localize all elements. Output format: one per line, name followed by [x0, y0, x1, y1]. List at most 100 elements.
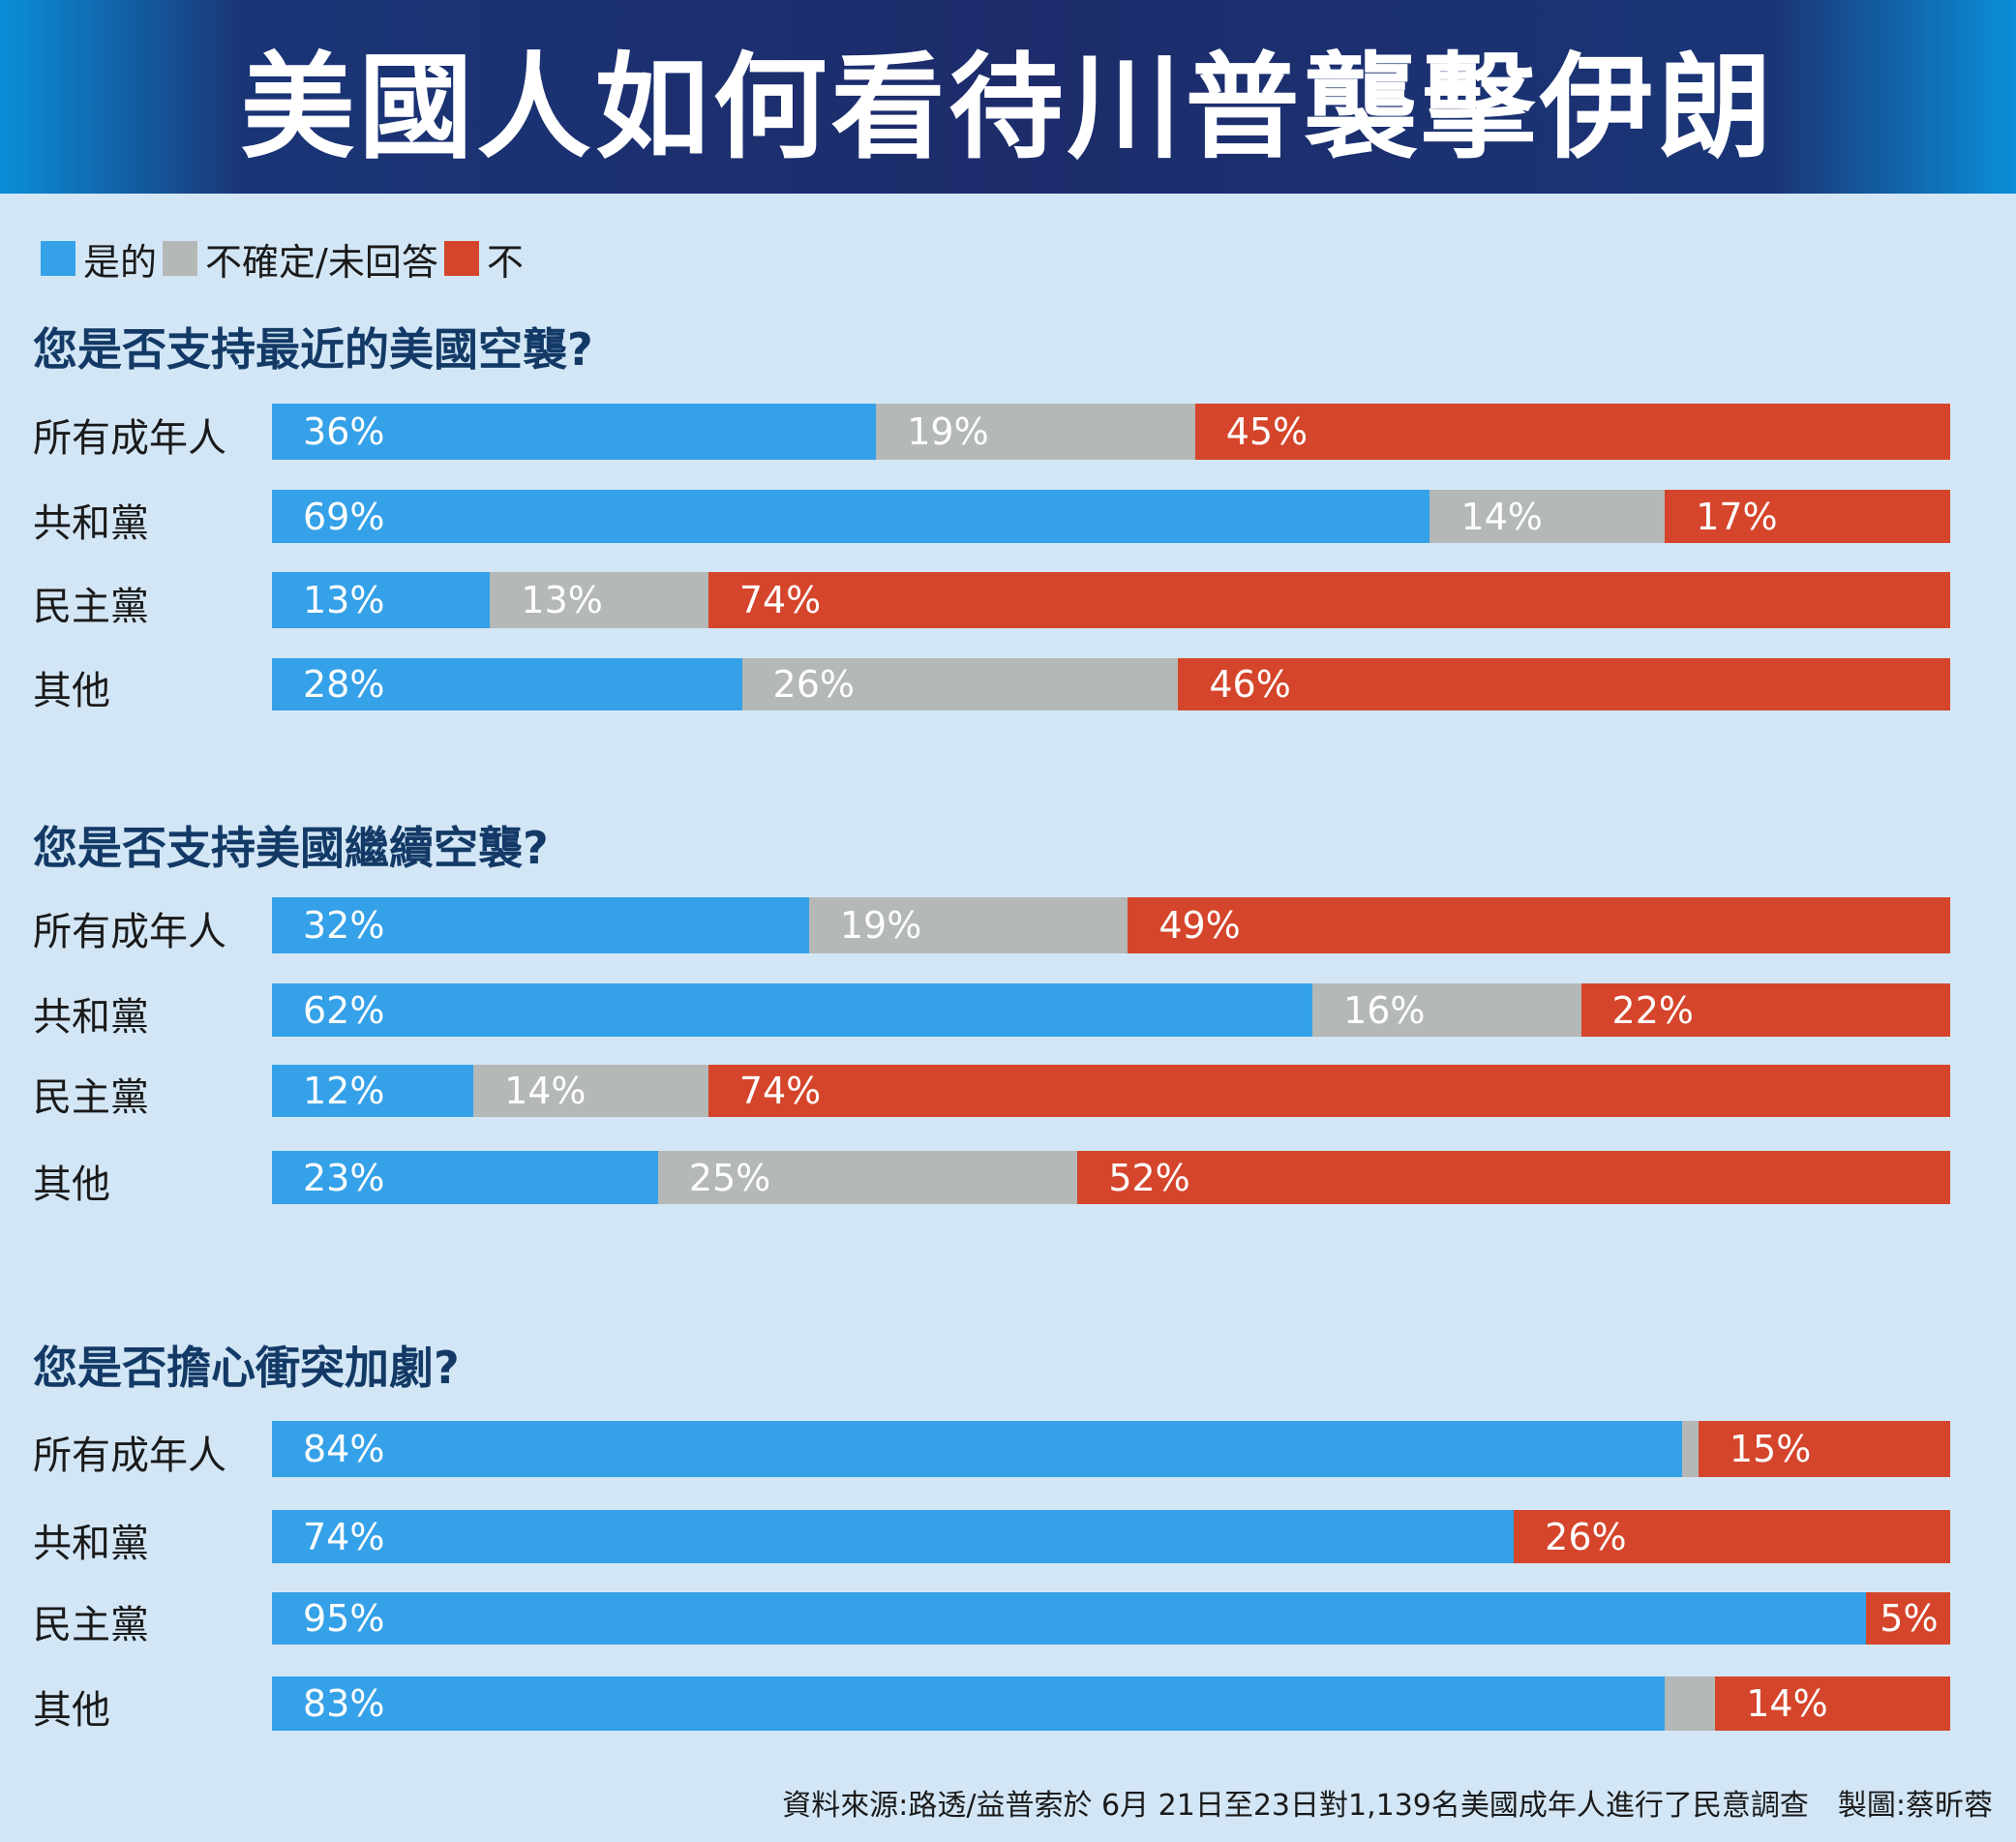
legend-swatch	[41, 241, 75, 276]
bar-segment: 26%	[741, 658, 1179, 710]
data-label: 16%	[1343, 988, 1426, 1032]
stacked-bar: 28% 26% 46%	[272, 658, 1950, 710]
stacked-bar: 83% 14%	[272, 1676, 1950, 1731]
data-label: 19%	[839, 904, 922, 947]
bar-segment: 32%	[272, 897, 809, 953]
data-label: 26%	[1545, 1515, 1627, 1558]
bar-segment: 13%	[272, 572, 491, 628]
page-title: 美國人如何看待川普襲擊伊朗	[240, 39, 1776, 174]
data-label: 28%	[303, 663, 385, 706]
bar-segment: 22%	[1580, 983, 1950, 1037]
bar-segment: 25%	[657, 1151, 1078, 1204]
data-label: 52%	[1108, 1156, 1190, 1199]
stacked-bar: 23% 25% 52%	[272, 1151, 1950, 1204]
bar-segment: 28%	[272, 658, 742, 710]
stacked-bar: 74% 26%	[272, 1510, 1950, 1563]
data-label: 23%	[303, 1156, 385, 1199]
bar-segment: 62%	[272, 983, 1313, 1037]
category-label: 所有成年人	[33, 416, 226, 461]
data-label: 84%	[303, 1428, 385, 1470]
stacked-bar: 36% 19% 45%	[272, 404, 1950, 460]
data-label: 5%	[1880, 1597, 1939, 1640]
bar-segment: 14%	[473, 1065, 708, 1117]
data-label: 95%	[303, 1597, 385, 1640]
chart-title: 您是否擔心衝突加劇?	[33, 1342, 460, 1394]
legend-item: 不	[443, 232, 524, 286]
data-label: 13%	[303, 579, 385, 621]
data-label: 12%	[303, 1070, 385, 1112]
bar-segment: 5%	[1866, 1592, 1950, 1645]
data-label: 69%	[303, 495, 385, 538]
category-label: 民主黨	[33, 1075, 149, 1120]
data-label: 19%	[907, 410, 989, 453]
category-label: 共和黨	[33, 994, 149, 1040]
bar-segment	[1681, 1421, 1699, 1477]
bar-segment: 45%	[1194, 404, 1950, 460]
category-label: 民主黨	[33, 585, 149, 629]
bar-segment: 52%	[1077, 1151, 1950, 1204]
stacked-bar: 32% 19% 49%	[272, 897, 1950, 953]
data-label: 83%	[303, 1682, 385, 1725]
bar-segment: 13%	[490, 572, 708, 628]
data-label: 14%	[504, 1070, 587, 1112]
header-banner: 美國人如何看待川普襲擊伊朗	[0, 0, 2016, 194]
data-label: 13%	[521, 579, 603, 621]
chart-title: 您是否支持最近的美國空襲?	[33, 323, 593, 376]
bar-segment: 74%	[707, 572, 1950, 628]
data-label: 49%	[1158, 904, 1241, 947]
data-label: 74%	[738, 1070, 822, 1112]
data-label: 45%	[1225, 410, 1309, 453]
bar-segment: 36%	[272, 404, 877, 460]
legend-item: 是的	[41, 232, 157, 286]
data-label: 22%	[1611, 988, 1694, 1032]
category-label: 共和黨	[33, 1521, 149, 1566]
stacked-bar: 13% 13% 74%	[272, 572, 1950, 628]
category-label: 共和黨	[33, 500, 149, 546]
bar-segment: 84%	[272, 1421, 1682, 1477]
category-label: 民主黨	[33, 1603, 149, 1647]
legend-swatch	[163, 241, 198, 276]
legend-item: 不確定/未回答	[163, 232, 438, 286]
bar-segment: 14%	[1429, 490, 1666, 543]
data-label: 74%	[303, 1515, 385, 1558]
legend-label: 不	[486, 240, 524, 284]
data-label: 25%	[688, 1156, 771, 1199]
category-label: 其他	[33, 1162, 110, 1207]
stacked-bar: 95% 5%	[272, 1592, 1950, 1645]
stacked-bar: 84% 15%	[272, 1421, 1950, 1477]
bar-segment: 15%	[1698, 1421, 1950, 1477]
category-label: 其他	[33, 669, 110, 713]
legend: 是的 不確定/未回答 不	[41, 232, 529, 286]
bar-segment: 83%	[272, 1676, 1666, 1731]
stacked-bar: 12% 14% 74%	[272, 1065, 1950, 1117]
data-label: 14%	[1746, 1682, 1828, 1725]
bar-segment: 19%	[876, 404, 1195, 460]
bar-segment: 74%	[707, 1065, 1950, 1117]
bar-segment: 46%	[1178, 658, 1950, 710]
data-label: 26%	[772, 663, 855, 706]
bar-segment: 17%	[1665, 490, 1950, 543]
bar-segment: 14%	[1715, 1676, 1950, 1731]
bar-segment: 16%	[1312, 983, 1581, 1037]
category-label: 其他	[33, 1688, 110, 1733]
bar-segment: 69%	[272, 490, 1430, 543]
legend-label: 不確定/未回答	[205, 240, 438, 284]
bar-segment: 26%	[1514, 1510, 1950, 1563]
data-label: 62%	[303, 988, 385, 1032]
data-label: 36%	[303, 410, 385, 453]
stacked-bar: 62% 16% 22%	[272, 983, 1950, 1037]
bar-segment	[1665, 1676, 1716, 1731]
chart-title: 您是否支持美國繼續空襲?	[33, 822, 549, 874]
data-label: 46%	[1209, 663, 1291, 706]
legend-swatch	[443, 241, 479, 276]
category-label: 所有成年人	[33, 910, 226, 954]
category-label: 所有成年人	[33, 1434, 226, 1478]
data-label: 32%	[303, 904, 385, 947]
bar-segment: 74%	[272, 1510, 1515, 1563]
bar-segment: 95%	[272, 1592, 1867, 1645]
bar-segment: 23%	[272, 1151, 658, 1204]
data-label: 74%	[738, 579, 822, 621]
data-label: 14%	[1460, 495, 1543, 538]
source-note: 資料來源:路透/益普索於 6月 21日至23日對1,139名美國成年人進行了民意…	[782, 1789, 1993, 1823]
data-label: 17%	[1696, 495, 1778, 538]
